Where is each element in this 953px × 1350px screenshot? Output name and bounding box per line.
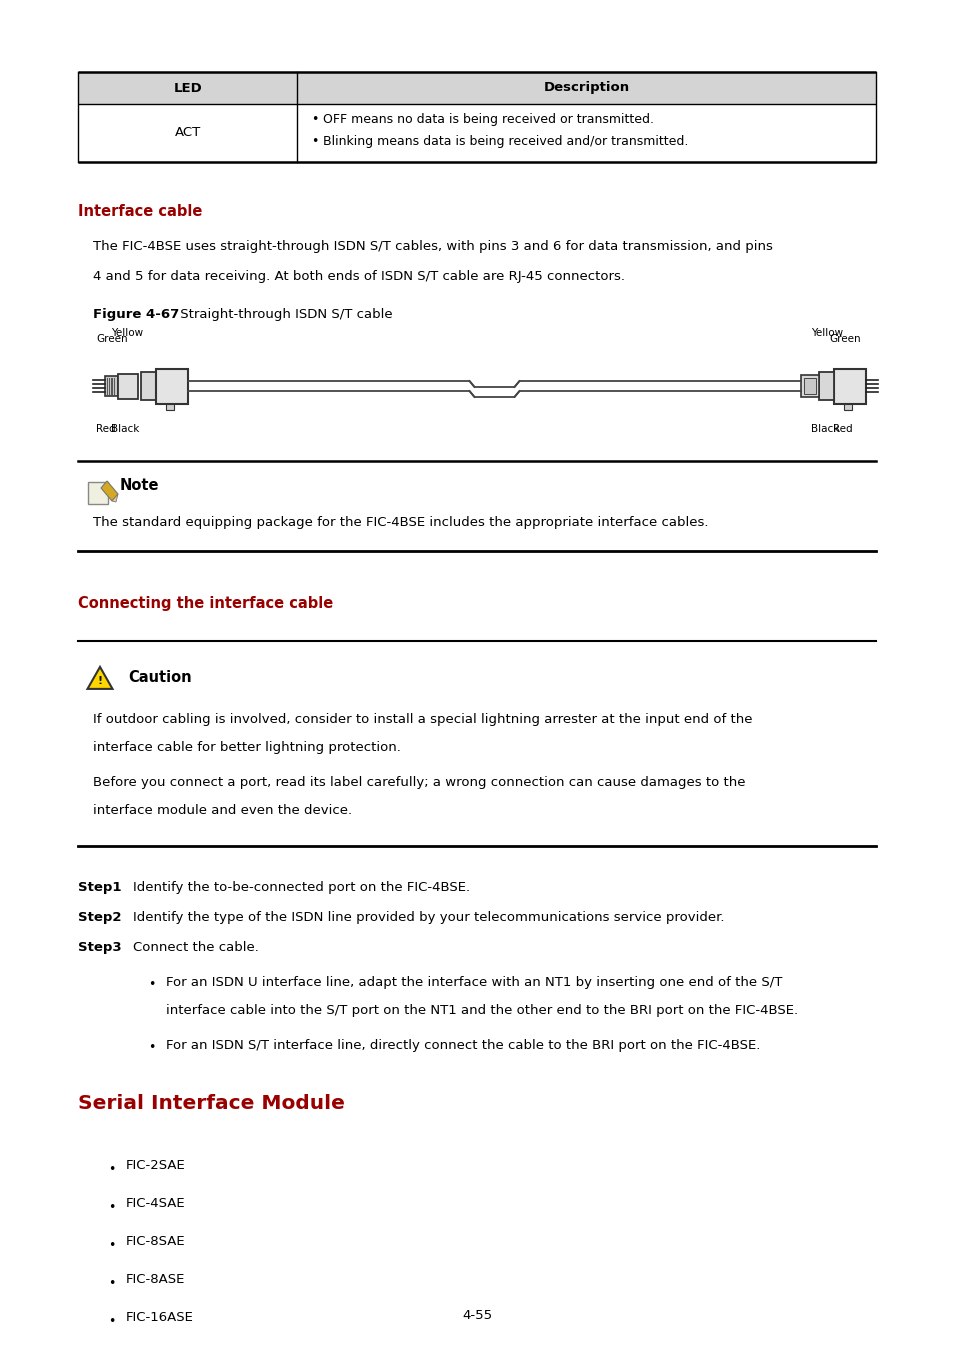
FancyBboxPatch shape	[833, 369, 865, 404]
Text: •: •	[311, 113, 318, 127]
FancyBboxPatch shape	[78, 72, 875, 104]
Text: OFF means no data is being received or transmitted.: OFF means no data is being received or t…	[323, 113, 654, 127]
Text: Green: Green	[96, 333, 128, 344]
Text: LED: LED	[173, 81, 202, 95]
Text: FIC-16ASE: FIC-16ASE	[126, 1311, 193, 1324]
Text: Step3: Step3	[78, 941, 121, 954]
Text: Interface cable: Interface cable	[78, 204, 202, 219]
Text: Straight-through ISDN S/T cable: Straight-through ISDN S/T cable	[175, 308, 393, 321]
Text: FIC-4SAE: FIC-4SAE	[126, 1197, 186, 1210]
Text: •: •	[108, 1315, 115, 1328]
Text: !: !	[97, 676, 103, 686]
FancyBboxPatch shape	[141, 373, 156, 400]
Polygon shape	[112, 494, 118, 502]
Text: The FIC-4BSE uses straight-through ISDN S/T cables, with pins 3 and 6 for data t: The FIC-4BSE uses straight-through ISDN …	[92, 240, 772, 252]
FancyBboxPatch shape	[803, 378, 815, 394]
Polygon shape	[101, 481, 118, 501]
Text: interface cable into the S/T port on the NT1 and the other end to the BRI port o: interface cable into the S/T port on the…	[166, 1004, 798, 1017]
Text: •: •	[108, 1162, 115, 1176]
Text: interface module and even the device.: interface module and even the device.	[92, 805, 352, 817]
Text: •: •	[311, 135, 318, 148]
FancyBboxPatch shape	[801, 375, 818, 397]
Text: Green: Green	[828, 333, 860, 344]
Text: •: •	[108, 1202, 115, 1214]
Text: The standard equipping package for the FIC-4BSE includes the appropriate interfa: The standard equipping package for the F…	[92, 516, 708, 529]
Text: Black: Black	[111, 424, 139, 433]
Text: Identify the type of the ISDN line provided by your telecommunications service p: Identify the type of the ISDN line provi…	[132, 911, 723, 923]
Text: FIC-2SAE: FIC-2SAE	[126, 1160, 186, 1172]
Text: Yellow: Yellow	[111, 328, 143, 338]
Text: Red: Red	[96, 424, 115, 433]
Text: Black: Black	[810, 424, 839, 433]
Text: FIC-8ASE: FIC-8ASE	[126, 1273, 185, 1287]
Text: •: •	[148, 977, 155, 991]
Text: ACT: ACT	[174, 127, 201, 139]
Text: Figure 4-67: Figure 4-67	[92, 308, 179, 321]
Text: Step2: Step2	[78, 911, 121, 923]
FancyBboxPatch shape	[166, 404, 173, 409]
Text: For an ISDN S/T interface line, directly connect the cable to the BRI port on th: For an ISDN S/T interface line, directly…	[166, 1040, 760, 1052]
FancyBboxPatch shape	[88, 482, 108, 504]
Text: Before you connect a port, read its label carefully; a wrong connection can caus: Before you connect a port, read its labe…	[92, 776, 744, 788]
Text: Identify the to-be-connected port on the FIC-4BSE.: Identify the to-be-connected port on the…	[132, 882, 470, 894]
Text: Blinking means data is being received and/or transmitted.: Blinking means data is being received an…	[323, 135, 688, 148]
Text: Yellow: Yellow	[810, 328, 842, 338]
Text: Description: Description	[543, 81, 629, 95]
FancyBboxPatch shape	[156, 369, 188, 404]
Text: Connecting the interface cable: Connecting the interface cable	[78, 595, 333, 612]
Text: If outdoor cabling is involved, consider to install a special lightning arrester: If outdoor cabling is involved, consider…	[92, 713, 752, 726]
Text: Serial Interface Module: Serial Interface Module	[78, 1094, 345, 1112]
Text: •: •	[108, 1239, 115, 1251]
Polygon shape	[88, 667, 112, 688]
Text: Connect the cable.: Connect the cable.	[132, 941, 258, 954]
Text: Red: Red	[832, 424, 852, 433]
Text: •: •	[148, 1041, 155, 1054]
FancyBboxPatch shape	[118, 374, 138, 398]
FancyBboxPatch shape	[105, 377, 118, 396]
Text: 4-55: 4-55	[461, 1310, 492, 1322]
Text: •: •	[108, 1277, 115, 1291]
Text: Step1: Step1	[78, 882, 121, 894]
Text: interface cable for better lightning protection.: interface cable for better lightning pro…	[92, 741, 400, 755]
Text: Caution: Caution	[128, 670, 192, 684]
Text: For an ISDN U interface line, adapt the interface with an NT1 by inserting one e: For an ISDN U interface line, adapt the …	[166, 976, 781, 990]
Text: 4 and 5 for data receiving. At both ends of ISDN S/T cable are RJ-45 connectors.: 4 and 5 for data receiving. At both ends…	[92, 270, 624, 284]
FancyBboxPatch shape	[818, 373, 833, 400]
FancyBboxPatch shape	[842, 404, 851, 409]
Text: FIC-8SAE: FIC-8SAE	[126, 1235, 186, 1247]
Text: Note: Note	[120, 478, 159, 494]
